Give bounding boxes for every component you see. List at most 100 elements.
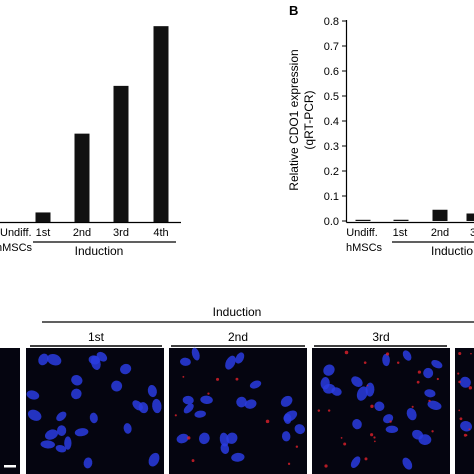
nucleus-mark <box>83 457 93 469</box>
microscopy-images <box>0 347 474 474</box>
panel-b-induction-label: Inductio <box>431 244 473 258</box>
nucleus-mark <box>220 443 230 455</box>
signal-dot <box>287 462 291 466</box>
microscopy-image-4 <box>455 348 474 474</box>
nucleus-mark <box>38 353 49 366</box>
panel-a-bar-2 <box>74 133 90 222</box>
signal-dot <box>373 436 376 439</box>
nucleus-mark <box>111 380 123 392</box>
panel-b-y-tick-label-7: 0.7 <box>324 41 339 53</box>
signal-dot <box>363 361 367 364</box>
signal-dot <box>470 352 472 355</box>
nucleus-mark <box>350 456 361 468</box>
nucleus-mark <box>176 433 189 444</box>
signal-dot <box>373 440 376 443</box>
signal-dot <box>324 464 328 468</box>
panel-a-bar-1 <box>35 212 51 222</box>
nucleus-mark <box>236 396 247 408</box>
nucleus-mark <box>148 452 160 467</box>
panel-b-bar-0 <box>355 219 371 221</box>
microscopy-image-bg <box>455 348 474 474</box>
signal-dot <box>458 409 461 412</box>
panel-a-cat-label-2: 2nd <box>73 227 91 239</box>
nucleus-mark <box>182 395 194 405</box>
signal-dot <box>389 420 392 423</box>
panel-b-cat-label-0b: hMSCs <box>346 242 383 254</box>
microscopy-column-label-2: 2nd <box>228 330 248 344</box>
nucleus-mark <box>385 425 399 434</box>
panel-b-y-tick-label-0: 0.0 <box>324 216 339 228</box>
nucleus-mark <box>418 434 432 445</box>
panel-b-bar-3 <box>466 213 474 221</box>
nucleus-mark <box>200 395 213 405</box>
nucleus-mark <box>44 429 58 440</box>
signal-dot <box>364 457 368 461</box>
signal-dot <box>187 436 191 440</box>
signal-dot <box>370 404 374 408</box>
nucleus-mark <box>323 364 335 376</box>
signal-dot <box>370 433 374 437</box>
signal-dot <box>431 430 434 433</box>
panel-b-y-tick-label-1: 0.1 <box>324 191 339 203</box>
panel-b-cat-label-1: 1st <box>393 227 408 239</box>
signal-dot <box>295 445 299 448</box>
nucleus-mark <box>427 400 442 410</box>
nucleus-mark <box>356 386 368 401</box>
nucleus-mark <box>132 400 143 411</box>
nucleus-mark <box>331 387 342 396</box>
nucleus-mark <box>88 355 100 365</box>
signal-dot <box>317 409 321 412</box>
nucleus-mark <box>225 355 236 370</box>
nucleus-mark <box>280 395 293 407</box>
signal-dot <box>235 377 239 381</box>
nucleus-mark <box>147 384 157 398</box>
panel-b-cat-label-3: 3 <box>470 227 474 239</box>
nucleus-mark <box>47 353 62 366</box>
panel-b-letter: B <box>289 3 298 18</box>
panel-b-y-tick-label-6: 0.6 <box>324 66 339 78</box>
nucleus-mark <box>235 352 245 364</box>
signal-dot <box>265 419 270 424</box>
panel-b-category-labels: Undiff. hMSCs 1st 2nd 3 <box>346 227 474 254</box>
nucleus-mark <box>226 432 238 444</box>
signal-dot <box>182 375 185 378</box>
nucleus-mark <box>406 407 417 421</box>
nucleus-mark <box>402 350 412 361</box>
signal-dot <box>457 372 460 375</box>
microscopy-image-1 <box>26 348 164 474</box>
nucleus-mark <box>283 413 292 425</box>
signal-dot <box>459 417 463 421</box>
panel-b-y-tick-label-5: 0.5 <box>324 91 339 103</box>
nucleus-mark <box>198 432 210 445</box>
nucleus-mark <box>294 424 306 435</box>
nucleus-mark <box>249 380 262 389</box>
signal-dot <box>385 352 390 356</box>
signal-dot <box>458 351 462 356</box>
panel-b-bar-2 <box>432 209 448 221</box>
microscopy-image-bg <box>0 348 20 474</box>
nucleus-mark <box>219 432 229 447</box>
panel-a-cat-label-3: 3rd <box>113 227 129 239</box>
nucleus-mark <box>382 353 390 367</box>
nucleus-mark <box>179 357 191 366</box>
panel-a-induction-label: Induction <box>75 244 124 258</box>
signal-dot <box>411 405 414 408</box>
signal-dot <box>396 361 400 365</box>
signal-dot <box>468 386 473 390</box>
nucleus-mark <box>424 389 436 398</box>
microscopy-panel: Induction 1st 2nd 3rd <box>0 305 474 474</box>
nucleus-mark <box>56 411 67 422</box>
signal-dot <box>417 370 421 374</box>
nucleus-mark <box>71 375 83 386</box>
panel-b-bars <box>355 209 474 221</box>
nucleus-mark <box>351 376 363 388</box>
nucleus-mark <box>74 428 89 437</box>
microscopy-column-label-1: 1st <box>88 330 105 344</box>
nucleus-mark <box>27 409 42 421</box>
nucleus-mark <box>431 360 443 369</box>
nucleus-mark <box>64 436 72 450</box>
panel-a-bar-3 <box>113 85 129 222</box>
panel-a-bar-4 <box>153 26 169 223</box>
microscopy-image-0 <box>0 348 20 474</box>
